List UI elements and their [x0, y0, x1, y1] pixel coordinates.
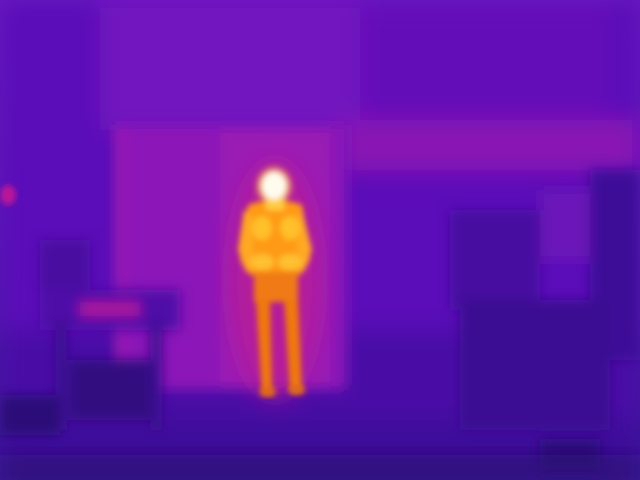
floor: [0, 455, 640, 480]
left-wall-spot: [0, 185, 16, 205]
person-face: [254, 164, 294, 208]
left-table: [0, 240, 180, 435]
person-feet: [260, 385, 305, 397]
person-silhouette: [238, 196, 312, 394]
right-objects: [450, 170, 640, 470]
